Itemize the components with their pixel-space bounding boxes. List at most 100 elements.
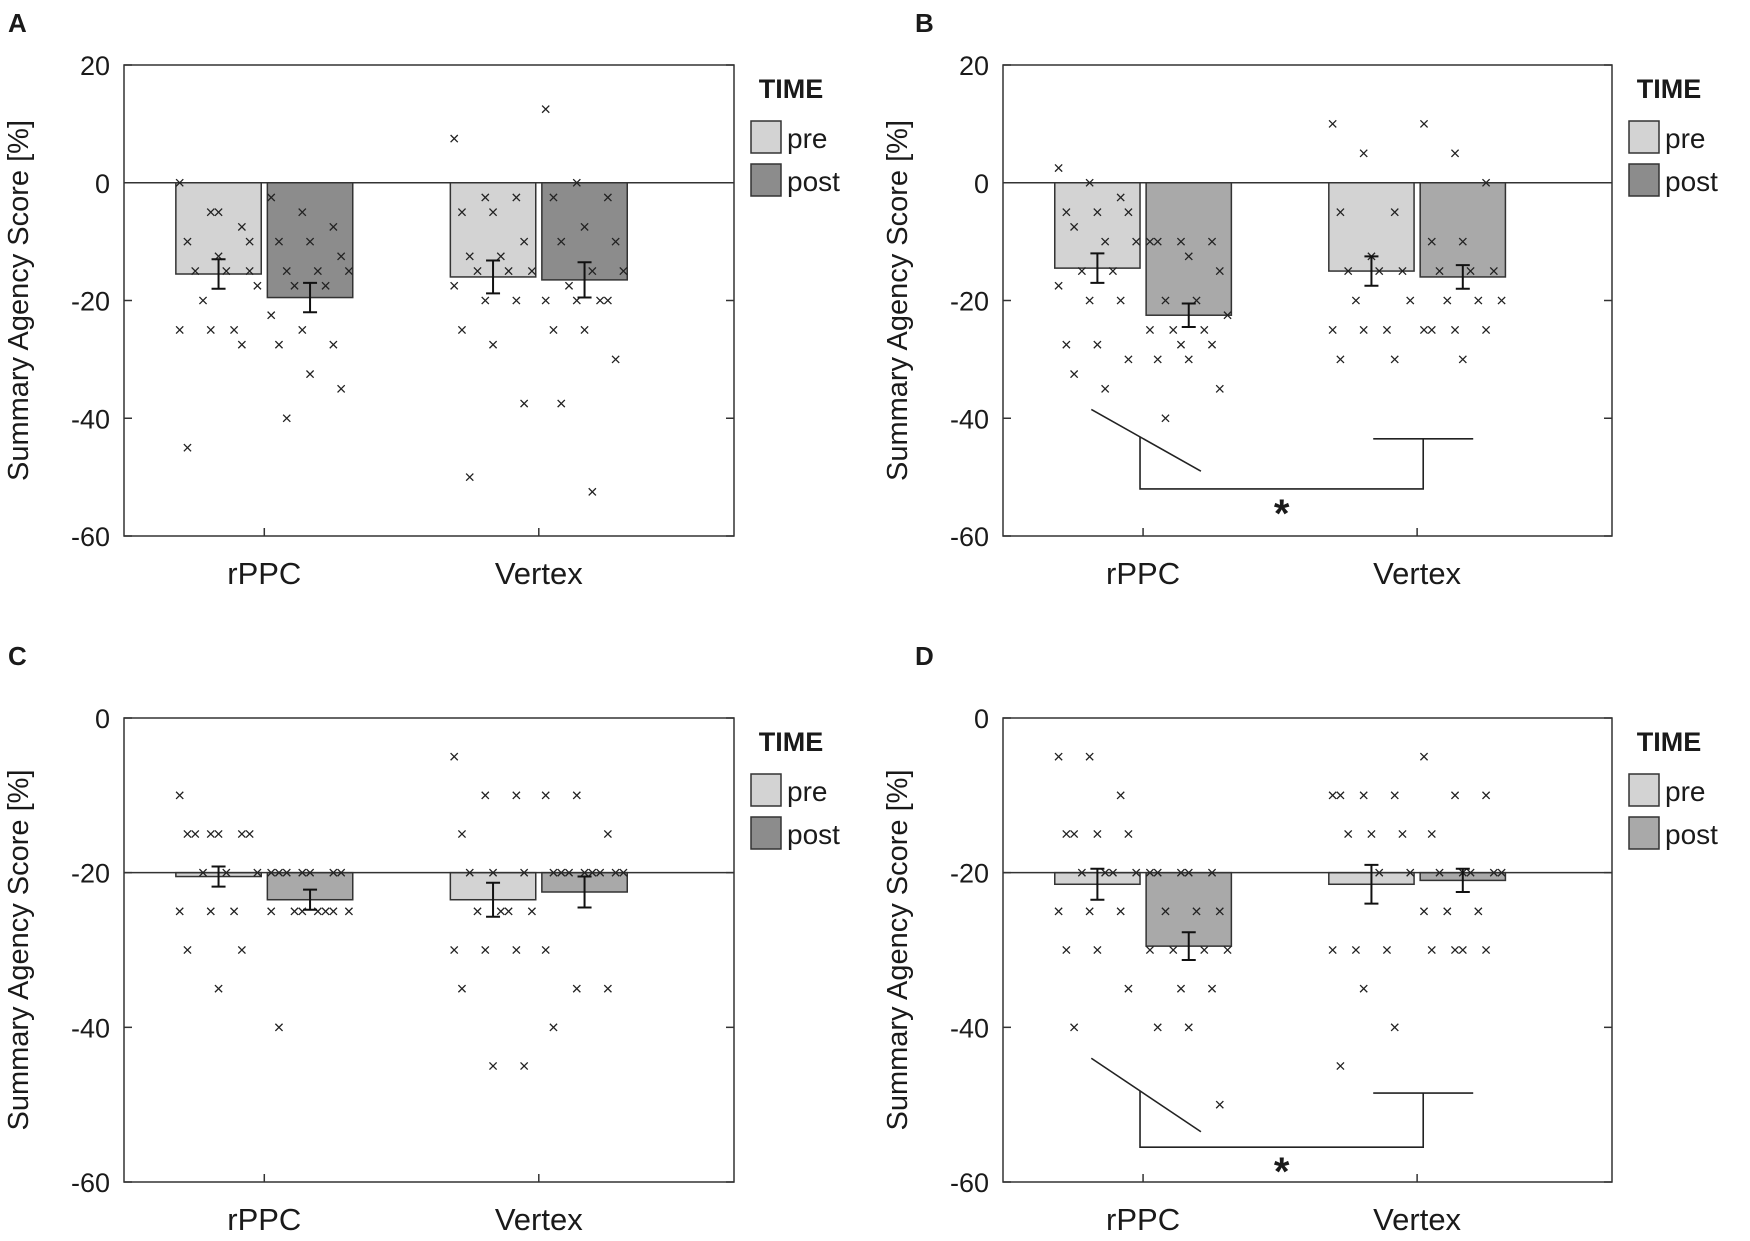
bar-post-vertex bbox=[1419, 182, 1507, 278]
data-point bbox=[1101, 868, 1110, 877]
data-point bbox=[541, 105, 550, 114]
data-point bbox=[1458, 945, 1467, 955]
data-point bbox=[572, 178, 581, 187]
data-point bbox=[1153, 868, 1162, 877]
data-point bbox=[267, 868, 276, 877]
y-tick-label: -40 bbox=[71, 404, 110, 434]
significance-diagonal bbox=[1090, 1057, 1202, 1133]
error-bar bbox=[577, 875, 592, 909]
data-point bbox=[1054, 752, 1063, 761]
data-point bbox=[175, 325, 184, 334]
data-point bbox=[473, 907, 482, 916]
data-point bbox=[1482, 945, 1491, 955]
data-point bbox=[580, 325, 589, 334]
data-point bbox=[1390, 355, 1399, 364]
data-point bbox=[496, 907, 505, 916]
data-point bbox=[274, 868, 284, 877]
data-point bbox=[1497, 868, 1506, 877]
data-point bbox=[337, 384, 346, 393]
data-point bbox=[1062, 829, 1071, 839]
data-point bbox=[237, 222, 246, 231]
data-point bbox=[564, 868, 574, 877]
data-point bbox=[1145, 945, 1155, 955]
data-point bbox=[206, 907, 215, 916]
error-bar bbox=[1364, 255, 1379, 287]
legend-swatch-pre bbox=[1628, 773, 1660, 807]
y-tick-label: 0 bbox=[95, 169, 110, 199]
data-point bbox=[1497, 296, 1506, 305]
data-point bbox=[245, 267, 254, 276]
data-point bbox=[1435, 868, 1444, 877]
y-axis-label: Summary Agency Score [%] bbox=[3, 769, 35, 1130]
data-point bbox=[1458, 237, 1467, 246]
data-point bbox=[1145, 325, 1155, 334]
data-point bbox=[1336, 208, 1345, 217]
data-point bbox=[206, 208, 215, 217]
data-point bbox=[1085, 752, 1094, 761]
data-point bbox=[1215, 384, 1224, 393]
data-point bbox=[305, 868, 315, 877]
data-point bbox=[1101, 237, 1110, 246]
data-point bbox=[1124, 355, 1133, 364]
axes-box bbox=[123, 717, 735, 1183]
data-point bbox=[1359, 149, 1368, 158]
y-tick-label: -40 bbox=[950, 1013, 989, 1043]
data-point bbox=[1070, 222, 1079, 231]
data-point bbox=[1482, 325, 1491, 334]
data-point bbox=[191, 267, 200, 276]
significance-diagonal bbox=[1090, 408, 1202, 472]
data-point bbox=[1223, 311, 1232, 320]
legend-swatch-pre bbox=[750, 120, 782, 154]
legend-swatch-post bbox=[1628, 163, 1660, 197]
legend-swatch-pre bbox=[750, 773, 782, 807]
data-point bbox=[512, 945, 521, 955]
data-point bbox=[1116, 791, 1125, 800]
legend-label-pre: pre bbox=[787, 776, 827, 807]
data-point bbox=[1062, 340, 1071, 349]
data-point bbox=[1328, 945, 1337, 955]
data-point bbox=[1176, 984, 1186, 993]
data-point bbox=[520, 868, 529, 877]
data-point bbox=[1344, 829, 1353, 839]
data-point bbox=[1200, 325, 1209, 334]
data-point bbox=[611, 355, 620, 364]
data-point bbox=[206, 829, 215, 839]
data-point bbox=[175, 907, 184, 916]
error-bar bbox=[1181, 302, 1196, 328]
data-point bbox=[557, 399, 566, 408]
data-point bbox=[274, 1023, 284, 1032]
data-point bbox=[619, 267, 628, 276]
y-tick-label: -20 bbox=[950, 859, 989, 889]
data-point bbox=[267, 193, 276, 202]
data-point bbox=[496, 252, 505, 261]
error-bar bbox=[1090, 867, 1105, 901]
data-point bbox=[1077, 868, 1086, 877]
x-category-label: rPPC bbox=[1106, 1202, 1180, 1237]
error-bar bbox=[1364, 863, 1379, 905]
data-point bbox=[222, 868, 231, 877]
data-point bbox=[214, 208, 223, 217]
data-point bbox=[1489, 267, 1498, 276]
data-point bbox=[222, 267, 231, 276]
data-point bbox=[1085, 296, 1094, 305]
data-point bbox=[1367, 829, 1376, 839]
data-point bbox=[298, 208, 307, 217]
data-point bbox=[1215, 907, 1224, 916]
data-point bbox=[198, 296, 208, 305]
data-point bbox=[1054, 281, 1063, 290]
error-bar bbox=[1455, 867, 1470, 893]
data-point bbox=[512, 296, 521, 305]
error-bar bbox=[1181, 931, 1196, 962]
data-point bbox=[520, 399, 529, 408]
bar-post-rppc bbox=[266, 182, 354, 299]
data-point bbox=[1124, 984, 1133, 993]
data-point bbox=[1390, 1023, 1399, 1032]
error-bar bbox=[1090, 252, 1105, 284]
data-point bbox=[1427, 237, 1436, 246]
data-point bbox=[1450, 791, 1460, 800]
data-point bbox=[274, 340, 284, 349]
data-point bbox=[206, 325, 215, 334]
y-tick-label: 0 bbox=[974, 169, 989, 199]
data-point bbox=[313, 267, 322, 276]
data-point bbox=[1489, 868, 1498, 877]
